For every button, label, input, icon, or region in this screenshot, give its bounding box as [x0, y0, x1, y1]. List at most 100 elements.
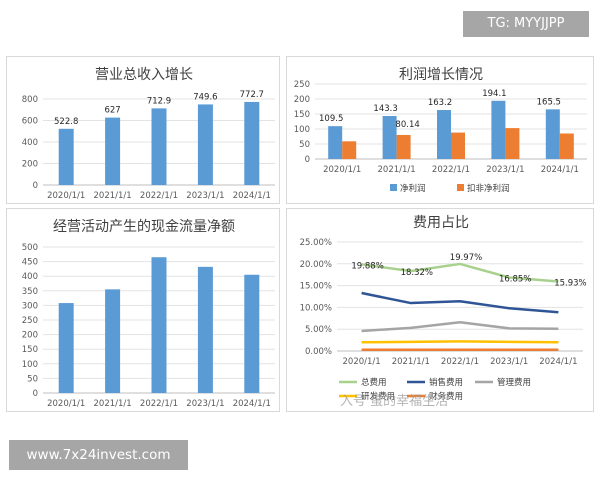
expense-xtick-label: 2020/1/1	[343, 357, 381, 367]
expense-ytick-label: 0.00%	[305, 347, 332, 357]
cashflow-xtick-label: 2023/1/1	[186, 399, 224, 409]
profit-bar	[396, 134, 411, 159]
profit-ytick-label: 0	[305, 155, 310, 165]
profit-legend-label: 扣非净利润	[467, 183, 510, 194]
profit-data-label: 194.1	[482, 89, 506, 99]
revenue-chart: 营业总收入增长 0 200 400 600 800 2020/1/1 2021/1/1 2022…	[22, 67, 275, 201]
profit-xtick-label: 2020/1/1	[323, 165, 361, 175]
revenue-ytick-label: 200	[22, 160, 38, 170]
revenue-xtick-label: 2020/1/1	[47, 191, 85, 201]
revenue-xtick-label: 2022/1/1	[140, 191, 178, 201]
website-badge: www.7x24invest.com	[9, 440, 188, 470]
cashflow-ytick-label: 200	[22, 331, 38, 341]
revenue-ytick-label: 0	[33, 181, 38, 191]
expense-ytick-label: 5.00%	[305, 325, 332, 335]
profit-data-label: 165.5	[537, 97, 561, 107]
revenue-data-label: 772.7	[240, 90, 264, 100]
profit-data-label: 163.2	[428, 98, 452, 108]
expense-data-label: 18.32%	[401, 268, 433, 278]
expense-xtick-label: 2021/1/1	[392, 357, 430, 367]
profit-ytick-label: 150	[294, 110, 310, 120]
cashflow-bar	[58, 303, 74, 393]
profit-bar	[491, 100, 506, 159]
profit-bar	[559, 133, 574, 159]
profit-legend-swatch	[390, 184, 397, 191]
expense-data-label: 19.97%	[450, 253, 482, 263]
revenue-data-label: 749.6	[193, 92, 217, 102]
expense-chart: 费用占比 0.00% 5.00% 10.00% 15.00% 20.00% 25.00% 20…	[300, 215, 587, 402]
revenue-ytick-label: 400	[22, 138, 38, 148]
expense-ytick-label: 15.00%	[300, 282, 332, 292]
profit-data-label: 143.3	[373, 104, 397, 114]
cashflow-ytick-label: 250	[22, 316, 38, 326]
revenue-bar	[197, 104, 213, 185]
expense-series-line	[361, 340, 559, 344]
telegram-badge: TG: MYYJJPP	[463, 11, 589, 37]
cashflow-ytick-label: 150	[22, 345, 38, 355]
revenue-data-label: 712.9	[147, 96, 171, 106]
expense-legend-label: 财务费用	[429, 391, 463, 402]
profit-xtick-label: 2022/1/1	[432, 165, 470, 175]
cashflow-xtick-label: 2022/1/1	[140, 399, 178, 409]
expense-data-label: 15.93%	[554, 279, 586, 289]
cashflow-ytick-label: 350	[22, 287, 38, 297]
profit-title: 利润增长情况	[399, 67, 483, 83]
expense-ytick-label: 20.00%	[300, 260, 332, 270]
revenue-xtick-label: 2023/1/1	[186, 191, 224, 201]
cashflow-title: 经营活动产生的现金流量净额	[53, 219, 235, 235]
profit-ytick-label: 250	[294, 80, 310, 90]
cashflow-ytick-label: 100	[22, 360, 38, 370]
expense-ytick-label: 25.00%	[300, 238, 332, 248]
cashflow-ytick-label: 300	[22, 301, 38, 311]
profit-xtick-label: 2024/1/1	[541, 165, 579, 175]
cashflow-chart: 经营活动产生的现金流量净额 0 50 100 150 200 250 300 350 400 450…	[22, 219, 275, 409]
expense-data-label: 16.85%	[499, 275, 531, 285]
profit-chart-panel: 利润增长情况 0 50 100 150 200 250 2020/1/1 2021/1/1 202…	[286, 56, 594, 204]
revenue-bar	[244, 101, 260, 185]
cashflow-bar	[105, 289, 121, 393]
expense-title: 费用占比	[413, 215, 469, 231]
expense-series-line	[361, 320, 559, 333]
revenue-data-label: 522.8	[54, 117, 78, 127]
expense-legend-label: 总费用	[361, 377, 387, 388]
expense-xtick-label: 2024/1/1	[539, 357, 577, 367]
cashflow-xtick-label: 2024/1/1	[233, 399, 271, 409]
cashflow-ytick-label: 50	[27, 374, 38, 384]
profit-bar	[505, 128, 520, 159]
cashflow-ytick-label: 0	[33, 389, 38, 399]
cashflow-ytick-label: 500	[22, 243, 38, 253]
profit-bar	[545, 109, 560, 159]
expense-series-line	[361, 262, 559, 283]
revenue-bar	[58, 128, 74, 185]
profit-ytick-label: 100	[294, 125, 310, 135]
profit-bar	[451, 132, 465, 159]
watermark-text: 入号 蛋的幸福生活	[340, 394, 449, 409]
cashflow-bar	[244, 274, 260, 393]
revenue-bar	[105, 117, 121, 185]
revenue-xtick-label: 2024/1/1	[233, 191, 271, 201]
profit-legend-swatch	[457, 184, 464, 191]
expense-legend-label: 研发费用	[361, 391, 395, 402]
cashflow-xtick-label: 2020/1/1	[47, 399, 85, 409]
profit-bar	[382, 116, 397, 159]
profit-chart: 利润增长情况 0 50 100 150 200 250 2020/1/1 2021/1/1 202…	[294, 67, 587, 194]
expense-chart-panel: 费用占比 0.00% 5.00% 10.00% 15.00% 20.00% 25.00% 20…	[286, 208, 594, 412]
profit-bar	[328, 126, 343, 159]
profit-xtick-label: 2021/1/1	[378, 165, 416, 175]
expense-data-label: 19.88%	[351, 261, 383, 271]
revenue-bar	[151, 108, 167, 185]
revenue-title: 营业总收入增长	[95, 67, 193, 83]
profit-data-label: 109.5	[319, 114, 343, 124]
revenue-ytick-label: 800	[22, 95, 38, 105]
profit-xtick-label: 2023/1/1	[486, 165, 524, 175]
expense-legend-label: 销售费用	[429, 377, 463, 388]
expense-ytick-label: 10.00%	[300, 303, 332, 313]
expense-xtick-label: 2022/1/1	[441, 357, 479, 367]
cashflow-ytick-label: 450	[22, 258, 38, 268]
profit-bar	[342, 141, 357, 159]
expense-legend-label: 管理费用	[497, 377, 531, 388]
cashflow-chart-panel: 经营活动产生的现金流量净额 0 50 100 150 200 250 300 350 400 450…	[6, 208, 280, 412]
expense-xtick-label: 2023/1/1	[490, 357, 528, 367]
revenue-data-label: 627	[104, 106, 120, 116]
profit-ytick-label: 200	[294, 95, 310, 105]
